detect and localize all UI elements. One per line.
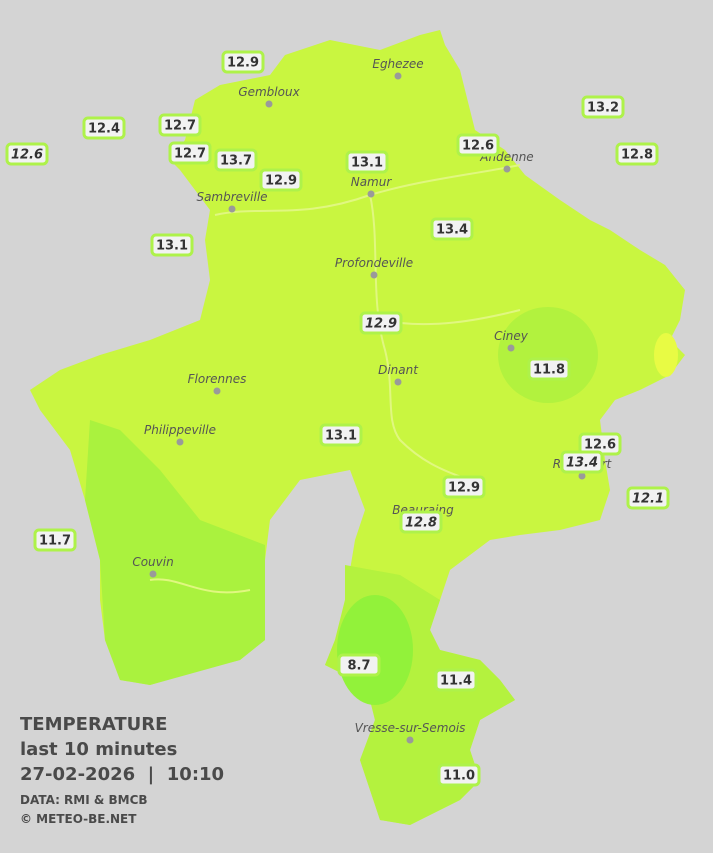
station-box xyxy=(158,113,202,137)
station-value: 13.4 xyxy=(436,223,468,238)
station-value: 12.6 xyxy=(584,438,616,453)
station-box xyxy=(345,150,389,174)
city-label: Gembloux xyxy=(238,85,300,99)
station-box xyxy=(168,141,212,165)
station-box xyxy=(319,423,363,447)
station-value: 12.7 xyxy=(164,119,196,134)
station-value: 13.1 xyxy=(156,239,188,254)
station-box xyxy=(456,133,500,157)
legend-datetime: 27-02-2026 | 10:10 xyxy=(20,764,224,785)
station-box xyxy=(527,357,571,381)
legend-title: TEMPERATURE xyxy=(20,714,167,735)
city-dot xyxy=(394,378,402,386)
legend-copyright: © METEO-BE.NET xyxy=(20,812,137,826)
station-box xyxy=(150,233,194,257)
city-dot xyxy=(507,344,515,352)
city-label: Vresse-sur-Semois xyxy=(355,721,466,735)
station-box xyxy=(5,142,49,166)
station-box xyxy=(82,116,126,140)
city-label: Sambreville xyxy=(196,190,267,204)
city-dot xyxy=(367,190,375,198)
station-value: 13.2 xyxy=(587,101,619,116)
station-value: 12.1 xyxy=(632,492,664,507)
city-label: Profondeville xyxy=(335,256,413,270)
legend-subtitle: last 10 minutes xyxy=(20,739,177,760)
station-value: 12.8 xyxy=(621,148,653,163)
station-value: 12.9 xyxy=(265,174,297,189)
city-dot xyxy=(370,271,378,279)
station-value: 11.0 xyxy=(443,769,475,784)
city-label: Eghezee xyxy=(372,57,423,71)
city-dot xyxy=(578,472,586,480)
city-label: Ciney xyxy=(494,329,529,343)
station-value: 12.6 xyxy=(462,139,494,154)
city-dot xyxy=(503,165,511,173)
station-value: 12.7 xyxy=(174,147,206,162)
city-dot xyxy=(265,100,273,108)
station-box xyxy=(581,95,625,119)
station-box xyxy=(430,217,474,241)
station-box xyxy=(259,168,303,192)
station-value: 12.6 xyxy=(11,148,43,163)
city-dot xyxy=(406,736,414,744)
station-box xyxy=(615,142,659,166)
station-box xyxy=(626,486,670,510)
station-value: 13.1 xyxy=(351,156,383,171)
station-box xyxy=(399,510,443,534)
legend-source: DATA: RMI & BMCB xyxy=(20,793,148,807)
city-dot xyxy=(213,387,221,395)
station-box xyxy=(221,50,265,74)
station-value: 12.9 xyxy=(227,56,259,71)
city-dot xyxy=(394,72,402,80)
city-dot xyxy=(176,438,184,446)
station-value: 12.9 xyxy=(365,317,397,332)
station-value: 13.4 xyxy=(566,456,598,471)
station-box xyxy=(434,668,478,692)
station-value: 11.4 xyxy=(440,674,472,689)
cool-zone xyxy=(498,307,598,403)
station-value: 13.7 xyxy=(220,154,252,169)
station-value: 13.1 xyxy=(325,429,357,444)
city-label: Florennes xyxy=(188,372,247,386)
station-box xyxy=(359,311,403,335)
city-label: Dinant xyxy=(378,363,419,377)
station-box xyxy=(33,528,77,552)
station-box xyxy=(560,450,604,474)
city-label: Namur xyxy=(351,175,393,189)
station-box xyxy=(437,763,481,787)
station-box xyxy=(337,653,381,677)
cold-zone xyxy=(337,595,413,705)
city-label: Philippeville xyxy=(144,423,216,437)
station-box xyxy=(214,148,258,172)
station-value: 12.9 xyxy=(448,481,480,496)
warm-zone xyxy=(654,333,678,377)
station-value: 12.4 xyxy=(88,122,120,137)
cool-zone xyxy=(85,420,265,685)
station-value: 12.8 xyxy=(405,516,437,531)
station-box xyxy=(442,475,486,499)
station-value: 11.7 xyxy=(39,534,71,549)
station-value: 11.8 xyxy=(533,363,565,378)
city-label: Couvin xyxy=(132,555,173,569)
city-dot xyxy=(149,570,157,578)
station-value: 8.7 xyxy=(347,659,370,674)
city-dot xyxy=(228,205,236,213)
